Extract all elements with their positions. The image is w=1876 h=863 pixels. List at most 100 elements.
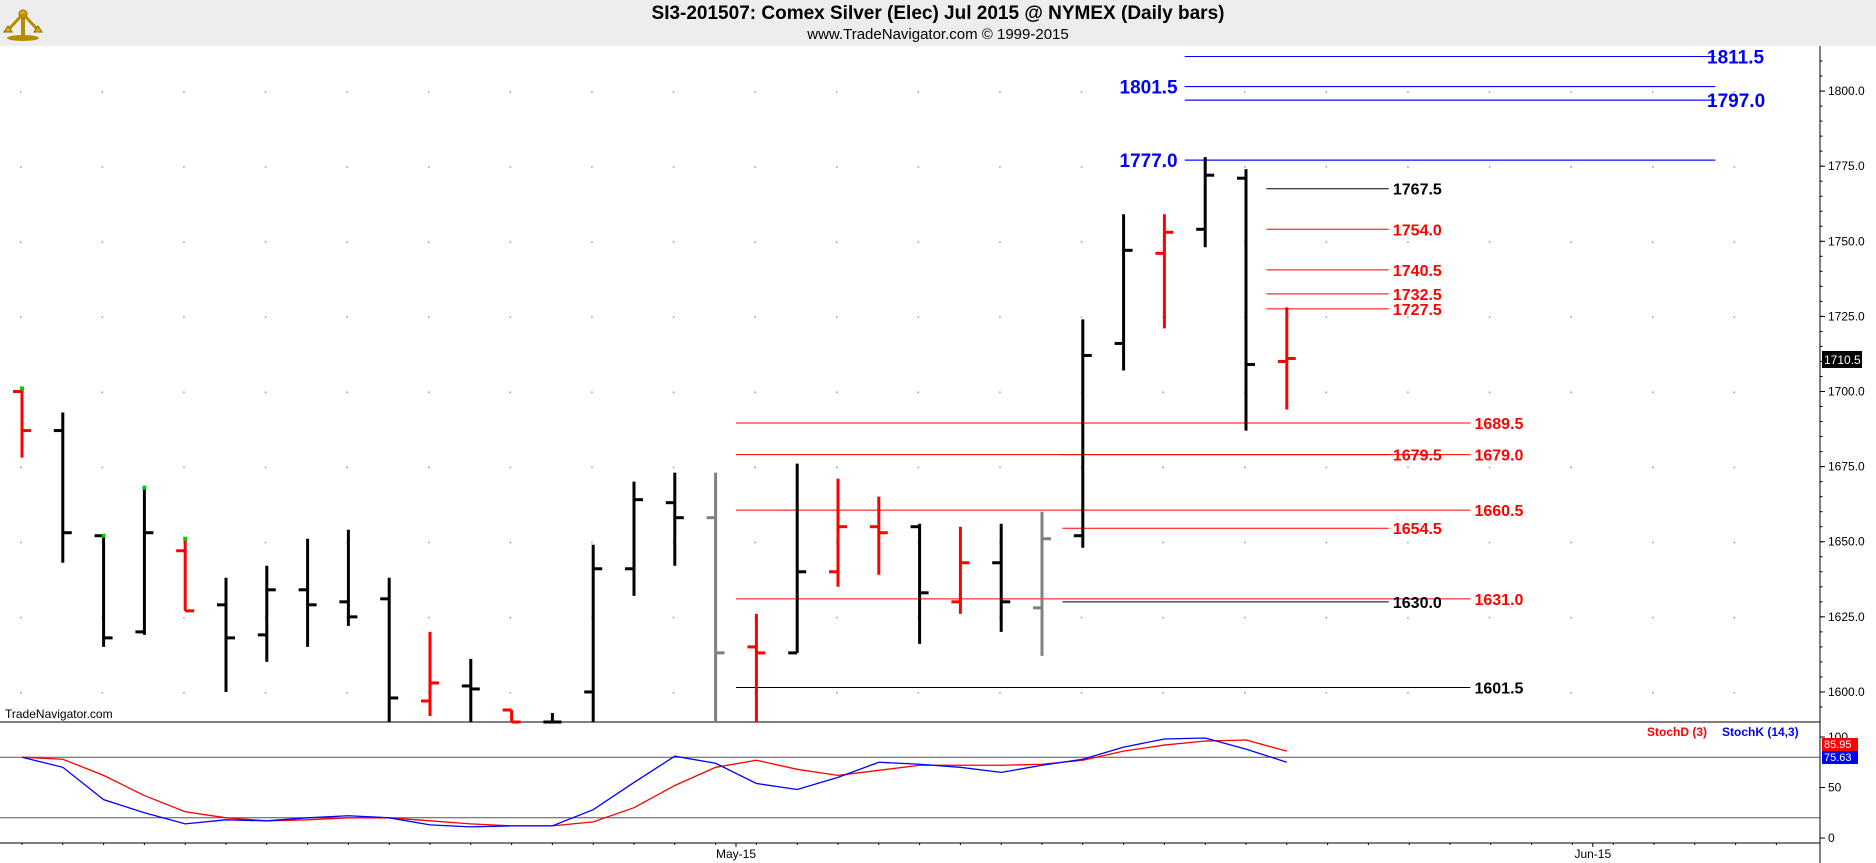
grid-dot [672,691,675,694]
grid-dot [20,316,22,318]
grid-dot [346,691,348,694]
grid-dot [917,166,920,168]
grid-dot [917,466,920,469]
ohlc-bar [625,481,643,596]
legend-stochk: StochK (14,3) [1722,725,1799,739]
grid-dot [1488,241,1491,243]
grid-dot [999,466,1001,469]
grid-dot [1570,466,1572,469]
stochk-last-label: 75.63 [1824,752,1852,764]
y-tick-label: 1650.0 [1828,535,1865,549]
grid-dot [428,391,430,394]
grid-dot [754,241,756,243]
grid-dot [264,316,267,318]
grid-dot [754,541,756,544]
grid-dot [1488,166,1491,168]
ohlc-bar [502,708,521,724]
stoch-y-tick-label: 0 [1828,831,1835,845]
grid-dot [1325,616,1328,619]
grid-dot [1652,691,1654,694]
grid-dot [836,166,838,168]
level-label: 1679.5 [1393,448,1442,465]
grid-dot [1080,241,1083,243]
grid-dot [1162,91,1164,93]
grid-dot [591,91,593,93]
grid-dot [917,691,920,694]
grid-dot [1244,691,1246,694]
grid-dot [101,391,104,394]
level-label: 1630.0 [1393,595,1442,612]
grid-dot [754,166,756,168]
grid-dot [1162,691,1164,694]
grid-dot [1244,91,1246,93]
chart-header: SI3-201507: Comex Silver (Elec) Jul 2015… [0,0,1876,46]
grid-dot [1407,616,1409,619]
grid-dot [428,91,430,93]
grid-dot [1733,541,1736,544]
grid-dot [101,91,104,93]
grid-dot [509,691,512,694]
grid-dot [183,691,185,694]
grid-dot [836,691,838,694]
grid-dot [1733,241,1736,243]
grid-dot [20,91,22,93]
price-panel: 1600.0 1625.0 1650.0 1675.0 1700.0 1725.0 1750… [0,46,1865,863]
x-tick-label: Jun-15 [1574,847,1611,861]
bar-high-marker [142,485,147,490]
ohlc-bar [217,577,235,692]
grid-dot [672,466,675,469]
grid-dot [999,391,1001,394]
grid-dot [1733,466,1736,469]
x-tick-label: May-15 [716,847,756,861]
y-tick-label: 1800.0 [1828,84,1865,98]
grid-dot [264,91,267,93]
grid-dot [1325,541,1328,544]
grid-dot [591,466,593,469]
grid-dot [1407,691,1409,694]
ohlc-bar [1114,214,1133,371]
ohlc-bar [788,463,807,655]
y-tick-label: 1750.0 [1828,234,1865,248]
ohlc-bar [461,658,480,722]
grid-dot [591,316,593,318]
level-label: 1754.0 [1393,222,1442,239]
grid-dot [1080,316,1083,318]
grid-dot [836,466,838,469]
grid-dot [428,466,430,469]
grid-dot [264,391,267,394]
grid-dot [264,166,267,168]
grid-dot [1325,166,1328,168]
grid-dot [754,391,756,394]
bar-high-marker [20,386,24,391]
grid-dot [183,166,185,168]
level-label: 1732.5 [1393,287,1442,304]
grid-dot [1488,91,1491,93]
grid-dot [1244,616,1246,619]
ohlc-bar [910,523,929,644]
bar-high-marker [183,536,188,541]
grid-dot [1488,466,1491,469]
bar-high-marker [101,533,106,538]
grid-dot [346,316,348,318]
grid-dot [999,691,1001,694]
grid-dot [1733,391,1736,394]
grid-dot [1570,241,1572,243]
grid-dot [754,91,756,93]
ohlc-bar [543,712,562,724]
grid-dot [1488,316,1491,318]
last-price-label: 1710.5 [1824,353,1861,367]
grid-dot [1325,241,1328,243]
ohlc-bar [584,544,603,722]
level-label: 1601.5 [1474,680,1523,697]
grid-dot [20,616,22,619]
stochd-last-tag [1822,738,1858,751]
grid-dot [509,541,512,544]
grid-dot [1407,391,1409,394]
grid-dot [346,241,348,243]
ohlc-bar [1196,157,1215,248]
grid-dot [591,391,593,394]
grid-dot [1652,616,1654,619]
grid-dot [1733,316,1736,318]
grid-dot [917,91,920,93]
